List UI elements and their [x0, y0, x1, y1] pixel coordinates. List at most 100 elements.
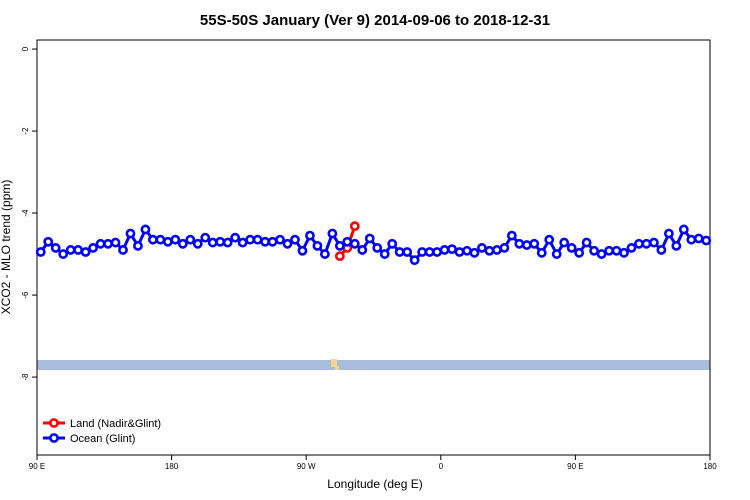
data-point — [125, 228, 136, 239]
data-point — [192, 238, 203, 249]
data-point — [275, 234, 285, 245]
data-point — [626, 243, 637, 253]
data-point — [267, 236, 278, 247]
data-point — [349, 221, 360, 232]
data-point — [222, 237, 233, 248]
data-point — [349, 238, 360, 249]
data-point — [305, 230, 315, 241]
data-point — [290, 234, 300, 245]
data-point — [454, 247, 465, 257]
data-point — [656, 245, 667, 255]
data-point — [162, 236, 173, 247]
data-point — [529, 238, 540, 249]
x-tick-label: 0 — [439, 462, 444, 471]
data-point — [148, 234, 158, 245]
data-point — [462, 245, 472, 256]
data-point — [506, 230, 517, 241]
data-point — [484, 245, 495, 256]
data-point — [237, 237, 248, 248]
data-point — [551, 249, 562, 259]
data-point — [439, 245, 450, 255]
x-axis-label: Longitude (deg E) — [327, 477, 422, 491]
legend-marker — [49, 418, 59, 428]
data-point — [544, 234, 555, 245]
data-point — [364, 233, 375, 244]
plot-frame — [36, 39, 711, 456]
data-point — [73, 245, 84, 255]
data-point — [671, 240, 682, 251]
data-point — [118, 245, 128, 255]
data-point — [641, 238, 652, 249]
data-point — [319, 249, 330, 259]
data-point — [559, 237, 570, 248]
data-point — [140, 224, 151, 235]
data-point — [649, 237, 659, 248]
data-point — [177, 238, 188, 249]
legend-label: Land (Nadir&Glint) — [70, 418, 161, 430]
data-point — [701, 235, 712, 246]
data-point — [678, 224, 689, 235]
data-point — [95, 238, 106, 249]
data-point — [619, 247, 629, 258]
land-patch — [335, 366, 339, 370]
data-point — [387, 238, 398, 249]
data-point — [686, 234, 697, 245]
y-tick-label: -4 — [21, 209, 30, 217]
x-tick-label: 90 E — [29, 462, 45, 471]
data-point — [521, 240, 532, 250]
data-point — [469, 247, 480, 258]
data-point — [297, 245, 308, 256]
data-point — [215, 236, 226, 247]
data-point — [499, 243, 510, 253]
data-point — [245, 234, 256, 245]
data-point — [663, 228, 674, 239]
data-point — [604, 245, 614, 256]
data-point — [334, 251, 345, 262]
data-point — [611, 245, 622, 256]
data-point — [693, 233, 704, 244]
data-point — [447, 244, 457, 255]
data-point — [334, 240, 345, 251]
data-point — [282, 238, 293, 249]
data-point — [88, 243, 98, 253]
data-point — [230, 232, 241, 243]
y-axis-label: XCO2 - MLO trend (ppm) — [0, 180, 13, 315]
data-point — [424, 247, 435, 257]
data-point — [200, 232, 211, 243]
data-point — [35, 247, 46, 257]
y-tick-label: 0 — [21, 46, 30, 51]
data-point — [312, 240, 323, 251]
data-point — [379, 249, 390, 259]
chart-title: 55S-50S January (Ver 9) 2014-09-06 to 20… — [200, 12, 550, 29]
data-point — [402, 247, 413, 257]
data-point — [260, 236, 270, 247]
data-point — [477, 243, 487, 253]
data-point — [536, 247, 547, 258]
data-point — [357, 245, 368, 255]
data-point — [574, 247, 585, 258]
x-tick-label: 90 E — [567, 462, 583, 471]
data-point — [170, 234, 181, 245]
data-point — [342, 236, 353, 247]
data-point — [110, 237, 121, 248]
data-point — [409, 255, 420, 266]
data-point — [155, 234, 166, 245]
y-tick-label: -2 — [21, 127, 30, 135]
x-tick-label: 180 — [703, 462, 717, 471]
data-point — [432, 247, 442, 257]
data-point — [634, 238, 644, 249]
data-point — [80, 247, 91, 257]
data-point — [596, 249, 607, 259]
land-patch — [331, 359, 337, 367]
data-point — [372, 243, 383, 253]
y-tick-label: -6 — [21, 291, 30, 299]
legend-marker — [49, 433, 59, 443]
data-point — [58, 249, 69, 259]
x-tick-label: 180 — [165, 462, 179, 471]
data-point — [491, 245, 502, 255]
data-point — [65, 245, 76, 255]
data-point — [581, 237, 592, 248]
x-tick-label: 90 W — [297, 462, 316, 471]
y-tick-label: -8 — [21, 373, 30, 381]
